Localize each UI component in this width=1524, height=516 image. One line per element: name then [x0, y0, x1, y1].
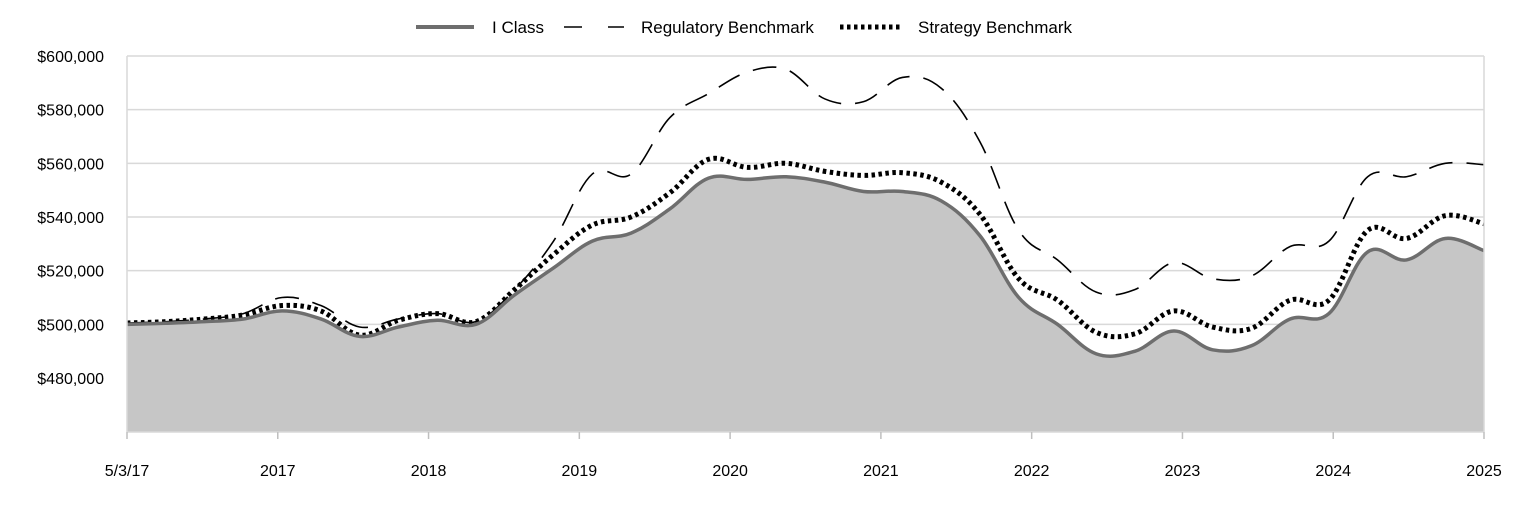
legend: I Class Regulatory Benchmark Strategy Benc… [416, 18, 1073, 37]
x-tick-label: 2017 [260, 463, 296, 480]
x-tick-label: 2020 [712, 463, 748, 480]
x-tick-label: 2021 [863, 463, 899, 480]
x-tick-label: 2023 [1165, 463, 1201, 480]
x-tick-label: 2022 [1014, 463, 1050, 480]
legend-label-i-class: I Class [492, 18, 544, 37]
y-tick-label: $540,000 [37, 210, 104, 227]
y-axis-tick-labels: $600,000 $580,000 $560,000 $540,000 $520,000… [37, 49, 104, 388]
x-tick-label: 2024 [1315, 463, 1351, 480]
i-class-area [127, 176, 1484, 432]
y-tick-label: $500,000 [37, 317, 104, 334]
x-tick-label: 2018 [411, 463, 447, 480]
axes [126, 56, 1485, 433]
area-layer [127, 176, 1484, 432]
x-tick-label: 5/3/17 [105, 463, 150, 480]
y-tick-label: $520,000 [37, 264, 104, 281]
legend-label-strategy-benchmark: Strategy Benchmark [918, 18, 1073, 37]
x-tick-label: 2019 [562, 463, 598, 480]
regulatory-benchmark-line [126, 66, 1485, 329]
y-tick-label: $560,000 [37, 156, 104, 173]
x-axis-tick-labels: 5/3/17 2017 2018 2019 2020 2021 2022 2023 2024 20… [105, 432, 1502, 480]
series-lines [126, 66, 1485, 358]
y-tick-label: $600,000 [37, 49, 104, 66]
i-class-line [126, 174, 1485, 358]
x-tick-label: 2025 [1466, 463, 1502, 480]
legend-label-regulatory-benchmark: Regulatory Benchmark [641, 18, 814, 37]
y-tick-label: $480,000 [37, 371, 104, 388]
y-tick-label: $580,000 [37, 103, 104, 120]
